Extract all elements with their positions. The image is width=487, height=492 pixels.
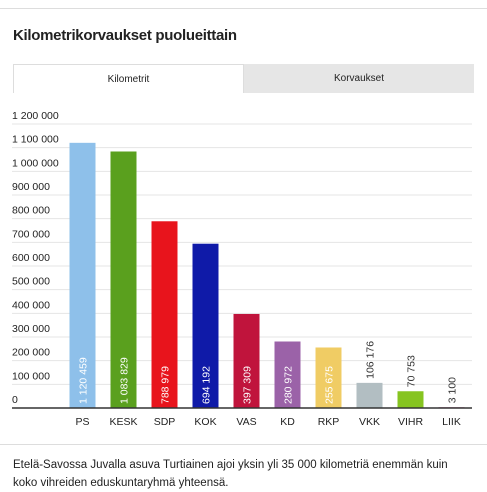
y-tick-label: 600 000 [12, 252, 50, 264]
value-label: 280 972 [283, 366, 295, 404]
bar [69, 142, 96, 408]
y-tick-label: 1 100 000 [12, 134, 59, 146]
x-tick-label: KESK [109, 416, 137, 428]
bar [151, 221, 178, 408]
bar [356, 382, 383, 408]
bar [397, 391, 424, 408]
separator [0, 444, 487, 445]
bar [233, 313, 260, 408]
x-tick-label: VAS [236, 416, 256, 428]
y-tick-label: 700 000 [12, 228, 50, 240]
y-tick-label: 100 000 [12, 370, 50, 382]
value-label: 788 979 [160, 366, 172, 404]
x-tick-label: RKP [318, 416, 340, 428]
bar [110, 151, 137, 408]
tab-active[interactable]: Kilometrit [13, 64, 244, 93]
value-label: 694 192 [201, 366, 213, 404]
y-tick-label: 500 000 [12, 276, 50, 288]
value-label: 255 675 [324, 366, 336, 404]
x-tick-label: LIIK [442, 416, 461, 428]
chart-title: Kilometrikorvaukset puolueittain [13, 27, 237, 44]
y-tick-label: 800 000 [12, 205, 50, 217]
bar [192, 243, 219, 408]
bar [274, 341, 301, 408]
y-tick-label: 400 000 [12, 299, 50, 311]
x-tick-label: SDP [154, 416, 176, 428]
y-tick-label: 900 000 [12, 181, 50, 193]
top-border [0, 8, 487, 9]
x-tick-label: VKK [359, 416, 380, 428]
x-tick-label: KD [280, 416, 295, 428]
x-tick-label: PS [75, 416, 89, 428]
value-label: 1 083 829 [119, 357, 131, 404]
value-label: 3 100 [447, 377, 459, 403]
y-tick-label: 1 200 000 [12, 110, 59, 122]
bar [315, 347, 342, 408]
y-tick-label: 300 000 [12, 323, 50, 335]
footer-text: Etelä-Savossa Juvalla asuva Turtiainen a… [13, 459, 448, 489]
value-label: 1 120 459 [78, 357, 90, 404]
value-label: 70 753 [406, 355, 418, 387]
value-label: 106 176 [365, 341, 377, 379]
x-tick-label: VIHR [398, 416, 424, 428]
value-label: 397 309 [242, 366, 254, 404]
y-tick-label: 0 [12, 394, 18, 406]
tab[interactable]: Korvaukset [244, 64, 474, 93]
x-tick-label: KOK [194, 416, 216, 428]
y-tick-label: 200 000 [12, 347, 50, 359]
chart: 0 100 000 200 000 300 000 400 000 500 000 600 … [12, 110, 472, 428]
y-tick-label: 1 000 000 [12, 157, 59, 169]
